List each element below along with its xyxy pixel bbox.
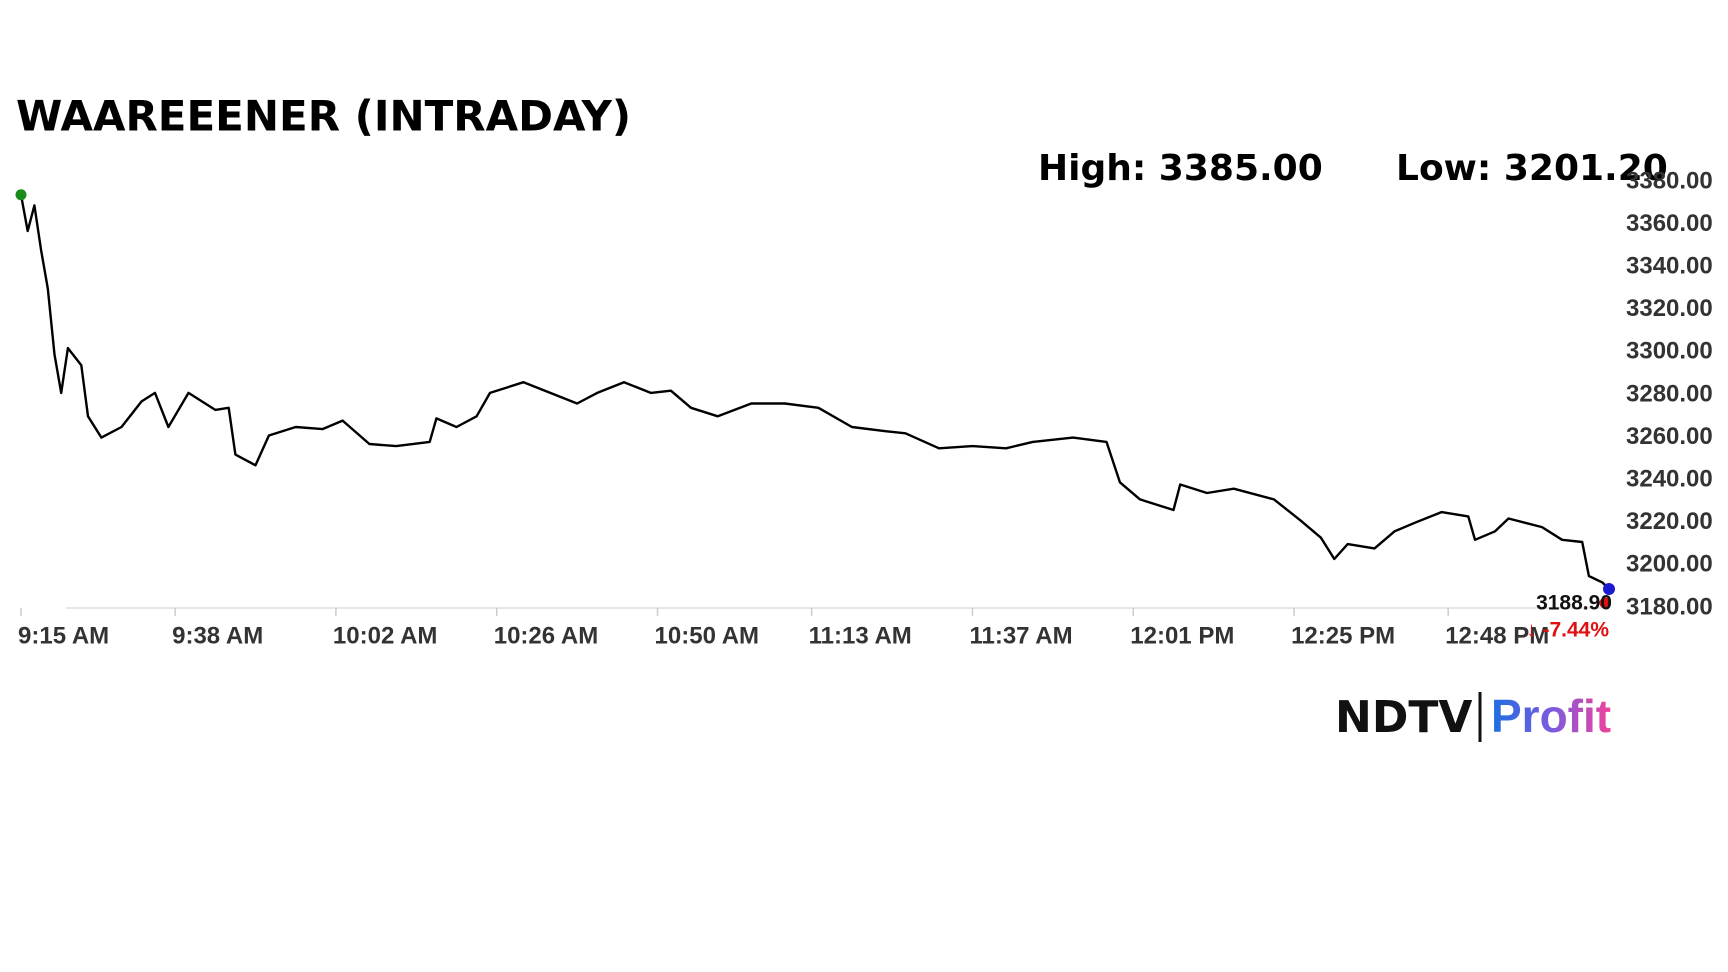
x-tick-label: 10:50 AM — [655, 622, 759, 649]
last-change-label: ↓ -7.44% — [1526, 619, 1609, 642]
x-tick-label: 11:13 AM — [809, 622, 912, 649]
low-label: Low: 3201.20 — [1396, 148, 1668, 189]
high-label: High: 3385.00 — [1038, 148, 1323, 189]
last-marker-red — [1599, 597, 1611, 609]
x-tick-label: 12:25 PM — [1291, 622, 1395, 649]
y-tick-label: 3260.00 — [1626, 423, 1713, 450]
x-tick-label: 10:02 AM — [333, 622, 437, 649]
brand-suffix: Profit — [1491, 690, 1611, 742]
y-tick-label: 3380.00 — [1626, 167, 1713, 194]
y-tick-label: 3340.00 — [1626, 253, 1713, 280]
x-tick-label: 9:15 AM — [18, 622, 109, 649]
y-tick-label: 3220.00 — [1626, 508, 1713, 535]
price-line — [19, 194, 1610, 590]
x-tick-label: 10:26 AM — [494, 622, 598, 649]
x-tick-label: 9:38 AM — [172, 622, 263, 649]
y-tick-label: 3360.00 — [1626, 210, 1713, 237]
y-tick-label: 3280.00 — [1626, 380, 1713, 407]
y-tick-label: 3180.00 — [1626, 593, 1713, 620]
chart-title: WAAREEENER (INTRADAY) — [16, 92, 631, 141]
x-tick-label: 12:48 PM — [1445, 622, 1549, 649]
y-tick-label: 3320.00 — [1626, 295, 1713, 322]
y-tick-label: 3200.00 — [1626, 551, 1713, 578]
last-value-label: 3188.90 — [1536, 592, 1612, 615]
x-tick-label: 12:01 PM — [1130, 622, 1234, 649]
y-tick-label: 3300.00 — [1626, 338, 1713, 365]
brand: NDTV — [1335, 692, 1472, 743]
y-tick-label: 3240.00 — [1626, 466, 1713, 493]
open-marker — [15, 189, 27, 201]
last-marker — [1603, 583, 1615, 596]
x-tick-label: 11:37 AM — [969, 622, 1072, 649]
